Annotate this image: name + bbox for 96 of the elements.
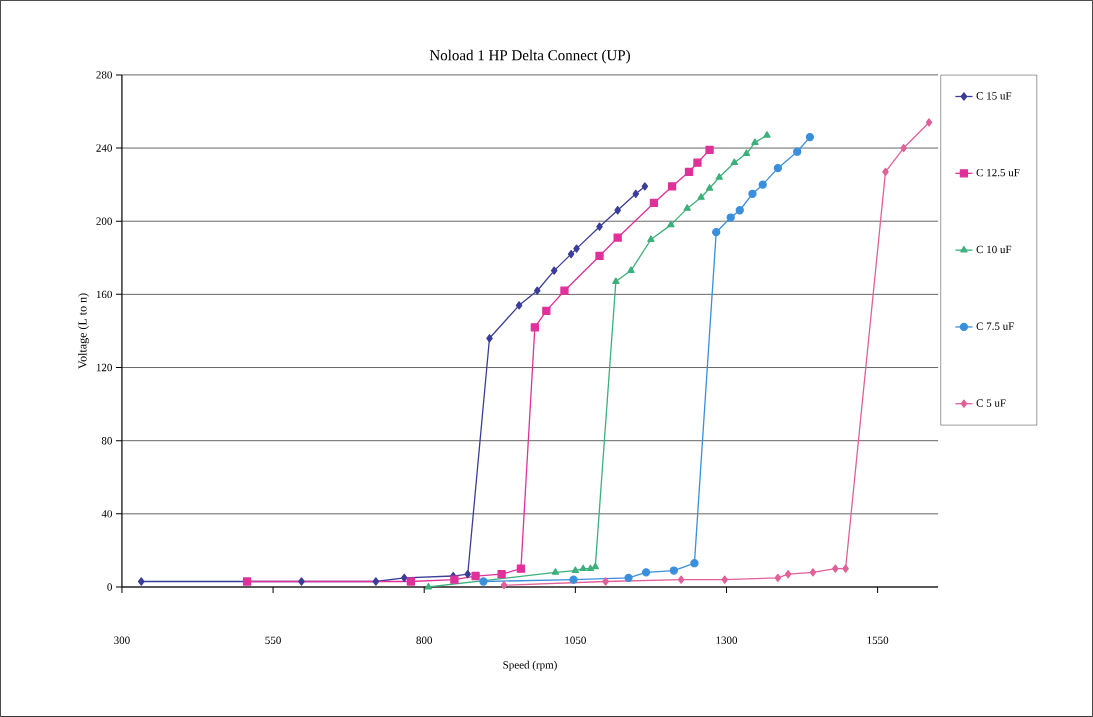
point [242,577,252,586]
point [805,132,815,142]
point [571,566,580,573]
x-tick-label: 550 [265,636,281,644]
point [697,193,705,200]
point [882,167,889,177]
point [758,180,767,189]
point [715,173,723,180]
point [712,228,721,237]
point [774,573,782,583]
point [693,158,702,167]
x-tick-label: 800 [416,636,433,644]
x-tick-label: 1550 [867,636,889,644]
point [400,573,408,583]
point [450,575,459,584]
point [690,559,699,568]
point [793,147,802,156]
point [569,575,578,584]
point [632,189,640,198]
x-tick-label: 300 [114,636,130,644]
chart-title: Noload 1 HP Delta Connect (UP) [429,49,630,64]
point [614,206,621,215]
y-tick-label: 200 [96,217,112,225]
point [677,575,685,584]
point [925,118,933,127]
point [763,131,771,138]
point [730,158,739,166]
point [809,568,817,577]
point [784,570,792,579]
point [773,164,783,173]
legend-label: C 7.5 uF [976,322,1014,331]
point [627,266,635,274]
point [667,220,675,228]
point [721,575,728,584]
point [138,577,145,586]
y-tick-label: 280 [96,71,112,79]
point [591,562,599,570]
point [602,577,609,586]
point [613,233,622,242]
point [705,184,714,191]
point [298,577,305,586]
y-tick-label: 40 [101,510,112,518]
point [683,204,691,211]
point [641,568,651,577]
point [464,570,472,579]
y-tick-label: 120 [96,363,112,372]
point [406,577,416,586]
point [486,334,493,343]
point [471,571,480,581]
point [735,206,744,215]
point [550,266,558,275]
point [624,573,633,583]
point [551,568,560,575]
legend-label: C 10 uF [976,245,1012,254]
point [500,581,508,590]
x-axis-title: Speed (rpm) [503,660,557,671]
point [560,286,569,295]
point [647,235,655,242]
point [649,198,659,208]
point [579,564,587,572]
point [742,149,751,156]
point [684,167,694,177]
point [641,182,649,191]
point [516,564,526,573]
point [705,145,714,155]
point [669,566,679,575]
point [612,277,620,284]
point [515,301,523,310]
point [842,564,849,573]
point [372,577,380,586]
legend-label: C 15 uF [976,92,1012,100]
point [900,143,907,153]
x-tick-label: 1050 [565,636,586,644]
point [832,564,839,573]
point [595,251,604,261]
y-axis-title: Voltage (L to n) [78,293,90,369]
point [479,577,488,586]
point [542,306,551,316]
point [667,182,677,191]
point [726,213,735,222]
y-tick-label: 0 [107,583,112,591]
legend-label: C 12.5 uF [976,168,1020,177]
point [567,250,575,259]
point [751,138,759,146]
y-tick-label: 80 [101,437,112,445]
point [596,222,603,231]
x-tick-label: 1300 [716,636,738,644]
point [497,570,506,579]
point [530,323,539,332]
point [573,244,580,253]
y-tick-label: 240 [96,144,112,152]
legend-label: C 5 uF [976,399,1006,407]
y-tick-label: 160 [96,290,112,299]
point [748,189,757,198]
point [586,564,595,572]
point [533,286,541,295]
